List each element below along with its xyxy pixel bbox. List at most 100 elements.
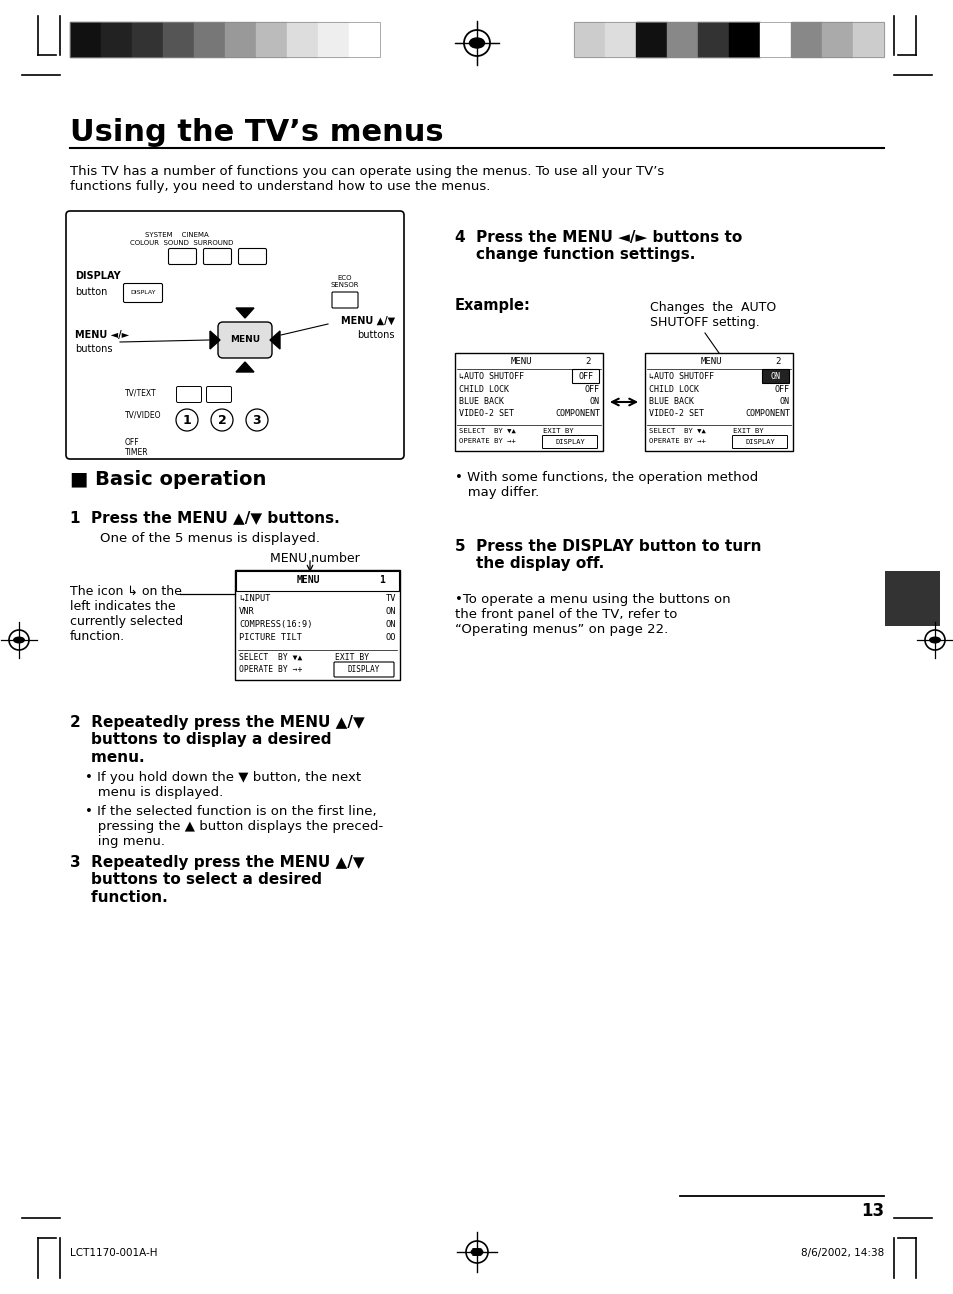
- Bar: [852, 22, 883, 57]
- Text: 1: 1: [182, 414, 192, 427]
- Bar: [666, 22, 698, 57]
- Text: One of the 5 menus is displayed.: One of the 5 menus is displayed.: [100, 532, 319, 545]
- Text: SELECT  BY ▼▲: SELECT BY ▼▲: [239, 653, 302, 663]
- Bar: [455, 353, 602, 452]
- Text: MENU: MENU: [700, 357, 721, 366]
- Text: MENU: MENU: [511, 357, 532, 366]
- Text: Example:: Example:: [455, 298, 530, 313]
- Bar: [574, 22, 883, 57]
- Text: button: button: [75, 287, 108, 298]
- Text: MENU ▲/▼: MENU ▲/▼: [340, 316, 395, 326]
- Text: TV/TEXT: TV/TEXT: [125, 388, 156, 397]
- Text: ↳INPUT: ↳INPUT: [239, 594, 271, 603]
- Polygon shape: [235, 362, 253, 371]
- Bar: [574, 22, 604, 57]
- Text: 2: 2: [775, 357, 781, 366]
- Bar: [255, 22, 287, 57]
- Text: BLUE BACK: BLUE BACK: [648, 397, 693, 406]
- Bar: [234, 569, 399, 681]
- FancyBboxPatch shape: [218, 322, 272, 358]
- Text: 3: 3: [253, 414, 261, 427]
- Text: ■ Basic operation: ■ Basic operation: [70, 470, 266, 489]
- Text: 4  Press the MENU ◄/► buttons to
    change function settings.: 4 Press the MENU ◄/► buttons to change f…: [455, 230, 741, 263]
- Text: SELECT  BY ▼▲: SELECT BY ▼▲: [648, 428, 705, 433]
- Text: •To operate a menu using the buttons on
the front panel of the TV, refer to
“Ope: •To operate a menu using the buttons on …: [455, 593, 730, 635]
- Bar: [884, 571, 939, 626]
- Bar: [132, 22, 163, 57]
- FancyBboxPatch shape: [761, 370, 789, 383]
- Text: EXIT BY: EXIT BY: [732, 428, 762, 433]
- Text: DISPLAY: DISPLAY: [348, 665, 380, 674]
- Text: OPERATE BY →+: OPERATE BY →+: [239, 665, 302, 674]
- Ellipse shape: [469, 38, 484, 48]
- Bar: [70, 22, 101, 57]
- Text: CHILD LOCK: CHILD LOCK: [648, 386, 699, 393]
- Bar: [636, 22, 666, 57]
- Text: buttons: buttons: [75, 344, 112, 355]
- Bar: [728, 22, 760, 57]
- Polygon shape: [235, 308, 253, 318]
- Text: Using the TV’s menus: Using the TV’s menus: [70, 118, 443, 148]
- Text: 2  Repeatedly press the MENU ▲/▼
    buttons to display a desired
    menu.: 2 Repeatedly press the MENU ▲/▼ buttons …: [70, 716, 364, 765]
- Bar: [317, 22, 349, 57]
- Text: TV/VIDEO: TV/VIDEO: [125, 410, 161, 419]
- Text: MENU: MENU: [296, 575, 320, 585]
- Bar: [70, 22, 379, 57]
- Bar: [644, 353, 792, 452]
- Text: SYSTEM    CINEMA: SYSTEM CINEMA: [145, 232, 209, 238]
- Text: 1: 1: [378, 575, 385, 585]
- Text: OFF: OFF: [584, 386, 599, 393]
- Text: OFF: OFF: [578, 371, 593, 380]
- Text: 2: 2: [217, 414, 226, 427]
- Text: ON: ON: [589, 397, 599, 406]
- Bar: [101, 22, 132, 57]
- Text: COMPONENT: COMPONENT: [744, 409, 789, 418]
- Text: DISPLAY: DISPLAY: [555, 439, 584, 445]
- Bar: [790, 22, 821, 57]
- Text: DISPLAY: DISPLAY: [744, 439, 774, 445]
- Text: ON: ON: [770, 371, 781, 380]
- Text: COMPRESS(16:9): COMPRESS(16:9): [239, 620, 313, 629]
- Text: MENU ◄/►: MENU ◄/►: [75, 330, 129, 340]
- Bar: [225, 22, 255, 57]
- Text: 13: 13: [470, 1247, 483, 1258]
- Bar: [698, 22, 728, 57]
- Bar: [821, 22, 852, 57]
- Text: CHILD LOCK: CHILD LOCK: [458, 386, 509, 393]
- Polygon shape: [210, 331, 220, 349]
- Text: MENU: MENU: [230, 335, 260, 344]
- Text: ECO
SENSOR: ECO SENSOR: [331, 276, 359, 289]
- Text: • If the selected function is on the first line,
   pressing the ▲ button displa: • If the selected function is on the fir…: [85, 805, 383, 848]
- Text: MENU number: MENU number: [270, 553, 359, 565]
- Text: PICTURE TILT: PICTURE TILT: [239, 633, 302, 642]
- Text: buttons: buttons: [357, 330, 395, 340]
- Text: 5  Press the DISPLAY button to turn
    the display off.: 5 Press the DISPLAY button to turn the d…: [455, 540, 760, 572]
- Text: ↳AUTO SHUTOFF: ↳AUTO SHUTOFF: [648, 371, 713, 380]
- FancyBboxPatch shape: [66, 211, 403, 459]
- Text: VNR: VNR: [239, 607, 254, 616]
- Text: BLUE BACK: BLUE BACK: [458, 397, 503, 406]
- Text: OO: OO: [385, 633, 395, 642]
- Bar: [235, 571, 398, 591]
- Text: 13: 13: [860, 1202, 883, 1220]
- Text: DISPLAY: DISPLAY: [131, 290, 155, 295]
- Text: ON: ON: [780, 397, 789, 406]
- Bar: [604, 22, 636, 57]
- Text: ↳AUTO SHUTOFF: ↳AUTO SHUTOFF: [458, 371, 523, 380]
- Text: • If you hold down the ▼ button, the next
   menu is displayed.: • If you hold down the ▼ button, the nex…: [85, 771, 361, 798]
- Text: 1  Press the MENU ▲/▼ buttons.: 1 Press the MENU ▲/▼ buttons.: [70, 510, 339, 525]
- Text: 3  Repeatedly press the MENU ▲/▼
    buttons to select a desired
    function.: 3 Repeatedly press the MENU ▲/▼ buttons …: [70, 855, 364, 905]
- Text: OFF: OFF: [774, 386, 789, 393]
- Text: TV: TV: [385, 594, 395, 603]
- Bar: [760, 22, 790, 57]
- Text: ON: ON: [385, 620, 395, 629]
- Text: LCT1170-001A-H: LCT1170-001A-H: [70, 1247, 157, 1258]
- Text: COLOUR  SOUND  SURROUND: COLOUR SOUND SURROUND: [130, 239, 233, 246]
- Text: The icon ↳ on the
left indicates the
currently selected
function.: The icon ↳ on the left indicates the cur…: [70, 585, 183, 643]
- Text: 2: 2: [585, 357, 590, 366]
- Text: SELECT  BY ▼▲: SELECT BY ▼▲: [458, 428, 516, 433]
- Text: OPERATE BY →+: OPERATE BY →+: [458, 437, 516, 444]
- Text: VIDEO-2 SET: VIDEO-2 SET: [458, 409, 514, 418]
- Bar: [287, 22, 317, 57]
- Text: 8/6/2002, 14:38: 8/6/2002, 14:38: [800, 1247, 883, 1258]
